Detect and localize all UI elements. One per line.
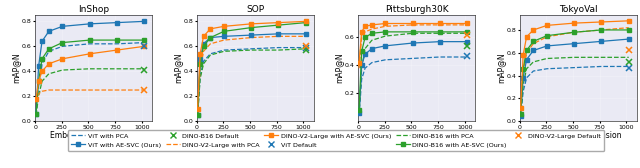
- X-axis label: Embedding Dimension: Embedding Dimension: [535, 131, 621, 140]
- X-axis label: Embedding Dimension: Embedding Dimension: [212, 131, 298, 140]
- Title: TokyoVal: TokyoVal: [559, 5, 598, 14]
- Y-axis label: mAP@N: mAP@N: [173, 53, 182, 83]
- Title: Pittsburgh30K: Pittsburgh30K: [385, 5, 449, 14]
- Title: InShop: InShop: [78, 5, 109, 14]
- Y-axis label: mAP@N: mAP@N: [12, 53, 20, 83]
- X-axis label: Embedding Dimension: Embedding Dimension: [51, 131, 137, 140]
- Y-axis label: mAP@N: mAP@N: [496, 53, 505, 83]
- Legend: ViT with PCA, ViT with AE-SVC (Ours), DINO-B16 Default, DINO-V2-Large with PCA, : ViT with PCA, ViT with AE-SVC (Ours), DI…: [68, 130, 604, 151]
- X-axis label: Embedding Dimension: Embedding Dimension: [374, 131, 460, 140]
- Y-axis label: mAP@N: mAP@N: [335, 53, 344, 83]
- Title: SOP: SOP: [246, 5, 264, 14]
